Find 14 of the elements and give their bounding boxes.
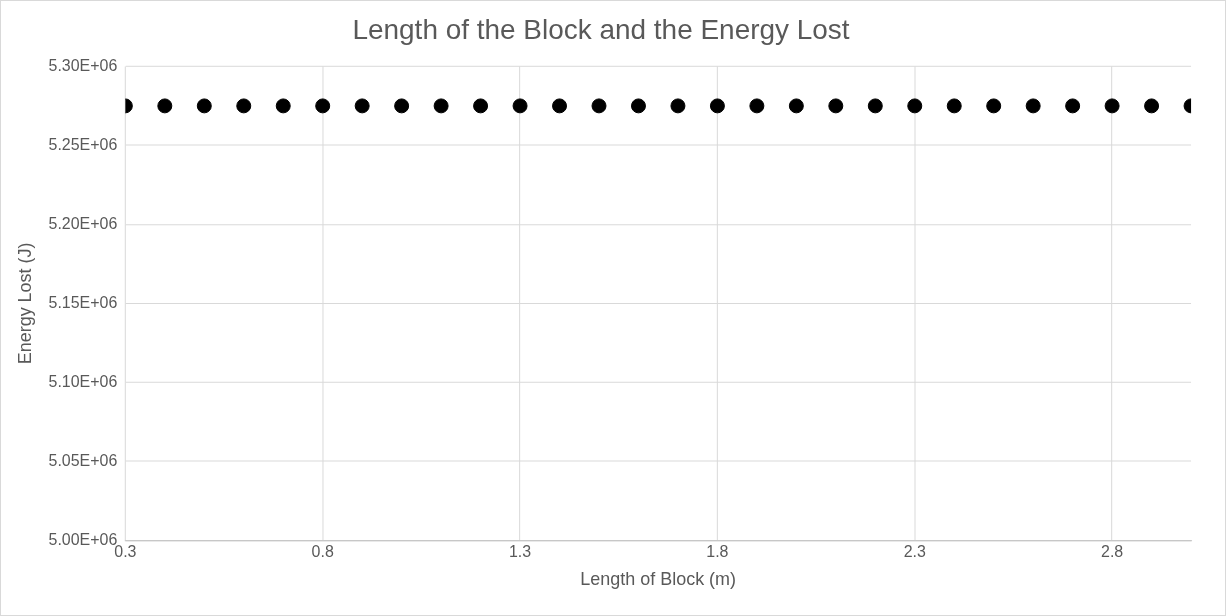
y-tick-label: 5.10E+06 xyxy=(48,372,118,390)
y-tick-label: 5.15E+06 xyxy=(48,293,118,311)
y-tick-label: 5.25E+06 xyxy=(48,135,118,153)
x-axis-title: Length of Block (m) xyxy=(580,569,737,590)
x-tick-label: 1.8 xyxy=(706,543,729,561)
y-axis-title: Energy Lost (J) xyxy=(14,242,35,365)
y-tick-label: 5.30E+06 xyxy=(48,56,118,74)
y-tick-label: 5.20E+06 xyxy=(48,214,118,232)
x-tick-label: 2.8 xyxy=(1101,543,1124,561)
x-tick-label: 1.3 xyxy=(508,543,532,561)
y-tick-label: 5.05E+06 xyxy=(48,451,118,469)
x-tick-label: 2.3 xyxy=(903,543,926,561)
x-tick-label: 0.8 xyxy=(311,543,334,561)
chart-title: Length of the Block and the Energy Lost xyxy=(352,14,850,46)
